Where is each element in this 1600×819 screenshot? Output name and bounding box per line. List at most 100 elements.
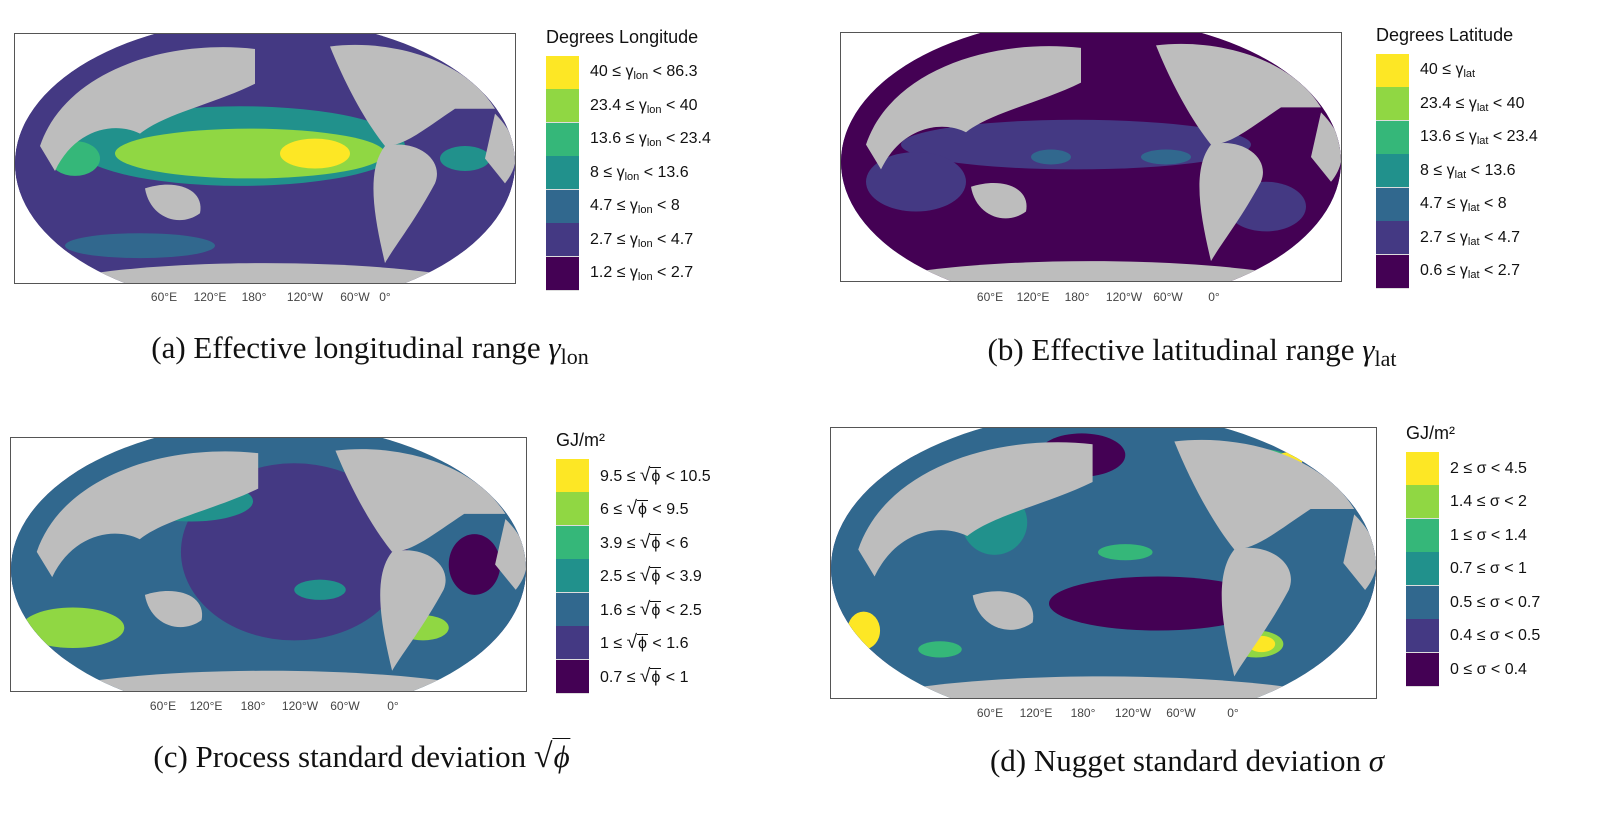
legend-swatch	[1406, 518, 1439, 553]
legend-item: 40 ≤ γlon < 86.3	[546, 55, 711, 90]
longitude-tick-label: 0°	[379, 290, 391, 304]
legend-swatch	[1376, 120, 1409, 155]
range-high: < 2.7	[652, 264, 694, 282]
range-low: 0.4 ≤	[1450, 627, 1490, 645]
caption-text: (a) Effective longitudinal range	[151, 330, 549, 365]
range-low: 13.6 ≤	[590, 130, 639, 148]
longitude-tick-label: 120°E	[1016, 290, 1050, 304]
legend-label: 1.6 ≤ √ϕ < 2.5	[600, 598, 702, 620]
legend-label: 2.5 ≤ √ϕ < 3.9	[600, 565, 702, 587]
contour-region	[1098, 544, 1153, 561]
range-high: < 4.7	[1479, 228, 1521, 246]
legend-label: 3.9 ≤ √ϕ < 6	[600, 531, 689, 553]
legend-b: Degrees Latitude 40 ≤ γlat 23.4 ≤ γlat < 4…	[1376, 25, 1538, 289]
legend-title: Degrees Latitude	[1376, 25, 1514, 45]
legend-item: 4.7 ≤ γlat < 8	[1376, 187, 1538, 222]
legend-label: 1.4 ≤ σ < 2	[1450, 493, 1527, 511]
legend-d: GJ/m² 2 ≤ σ < 4.5 1.4 ≤ σ < 2 1 ≤ σ < 1.4 0.…	[1406, 423, 1540, 687]
range-high: < 13.6	[1466, 161, 1516, 179]
panel-caption: (d) Nugget standard deviation σ	[989, 743, 1385, 778]
legend-item: 1.4 ≤ σ < 2	[1406, 485, 1540, 520]
continent	[1174, 439, 1355, 550]
range-high: < 4.5	[1486, 459, 1527, 477]
longitude-tick-label: 120°E	[189, 699, 223, 713]
legend-swatch	[1406, 485, 1439, 520]
legend-swatch	[1406, 552, 1439, 587]
continent	[1221, 547, 1291, 677]
range-high: < 13.6	[639, 163, 689, 181]
legend-item: 23.4 ≤ γlon < 40	[546, 89, 711, 124]
legend-swatch	[546, 89, 579, 124]
legend-label: 2.7 ≤ γlat < 4.7	[1420, 228, 1521, 248]
longitude-tick-label: 120°W	[1105, 290, 1143, 304]
continent	[330, 44, 495, 147]
range-high: < 9.5	[647, 501, 689, 519]
legend-label: 0.5 ≤ σ < 0.7	[1450, 593, 1541, 611]
legend-item: 40 ≤ γlat	[1376, 53, 1538, 88]
contour-region	[1031, 149, 1071, 165]
legend-item: 8 ≤ γlat < 13.6	[1376, 154, 1538, 189]
longitude-tick-label: 120°W	[281, 699, 319, 713]
continent	[65, 263, 465, 283]
legend-title: Degrees Longitude	[546, 27, 699, 47]
legend-item: 1 ≤ σ < 1.4	[1406, 518, 1540, 553]
range-high: < 10.5	[661, 467, 711, 485]
range-low: 8 ≤	[590, 163, 617, 181]
range-low: 2.7 ≤	[1420, 228, 1460, 246]
legend-title: GJ/m²	[1406, 423, 1455, 443]
range-high: < 86.3	[648, 63, 698, 81]
legend-item: 2.5 ≤ √ϕ < 3.9	[556, 559, 711, 594]
legend-label: 2 ≤ σ < 4.5	[1450, 459, 1527, 477]
legend-swatch	[546, 156, 579, 191]
legend-label: 40 ≤ γlat	[1420, 61, 1476, 81]
legend-item: 2.7 ≤ γlon < 4.7	[546, 223, 711, 258]
legend-swatch	[546, 256, 579, 291]
legend-c: GJ/m² 9.5 ≤ √ϕ < 10.5 6 ≤ √ϕ < 9.5 3.9 ≤ √ϕ…	[556, 430, 711, 694]
legend-swatch	[1376, 254, 1409, 289]
range-low: 40 ≤	[590, 63, 626, 81]
legend-swatch	[546, 122, 579, 157]
legend-label: 1 ≤ √ϕ < 1.6	[600, 632, 689, 654]
range-low: 1 ≤	[600, 635, 627, 653]
legend-item: 2.7 ≤ γlat < 4.7	[1376, 221, 1538, 256]
legend-item: 8 ≤ γlon < 13.6	[546, 156, 711, 191]
legend-swatch	[556, 659, 589, 694]
map-d	[830, 427, 1377, 699]
continent	[1311, 112, 1341, 182]
continent	[858, 442, 1093, 577]
range-low: 6 ≤	[600, 501, 627, 519]
contour-region	[448, 534, 501, 595]
continent	[62, 670, 475, 691]
legend-label: 2.7 ≤ γlon < 4.7	[590, 230, 694, 250]
range-low: 23.4 ≤	[1420, 94, 1469, 112]
legend-swatch	[1376, 154, 1409, 189]
legend-label: 0 ≤ σ < 0.4	[1450, 660, 1527, 678]
legend-label: 0.7 ≤ σ < 1	[1450, 560, 1527, 578]
continent	[1199, 143, 1263, 262]
legend-label: 4.7 ≤ γlat < 8	[1420, 195, 1507, 215]
legend-label: 1.2 ≤ γlon < 2.7	[590, 264, 694, 284]
continent	[891, 261, 1291, 281]
contour-region	[1141, 149, 1191, 165]
legend-item: 0.7 ≤ σ < 1	[1406, 552, 1540, 587]
caption-text: (c) Process standard deviation	[153, 739, 534, 774]
legend-swatch	[556, 525, 589, 560]
legend-swatch	[546, 223, 579, 258]
contour-region	[65, 233, 215, 259]
range-low: 3.9 ≤	[600, 534, 640, 552]
legend-label: 0.7 ≤ √ϕ < 1	[600, 665, 689, 687]
range-high: < 23.4	[1488, 128, 1538, 146]
longitude-tick-label: 60°W	[1153, 290, 1183, 304]
legend-swatch	[546, 189, 579, 224]
range-low: 1.6 ≤	[600, 601, 640, 619]
legend-swatch	[1376, 187, 1409, 222]
legend-swatch	[1406, 652, 1439, 687]
legend-swatch	[546, 55, 579, 90]
range-low: 2 ≤	[1450, 459, 1477, 477]
legend-item: 9.5 ≤ √ϕ < 10.5	[556, 458, 711, 493]
range-low: 4.7 ≤	[590, 197, 630, 215]
range-high: < 40	[661, 96, 698, 114]
range-low: 1 ≤	[1450, 526, 1477, 544]
longitude-tick-label: 60°E	[149, 699, 177, 713]
range-low: 4.7 ≤	[1420, 195, 1460, 213]
